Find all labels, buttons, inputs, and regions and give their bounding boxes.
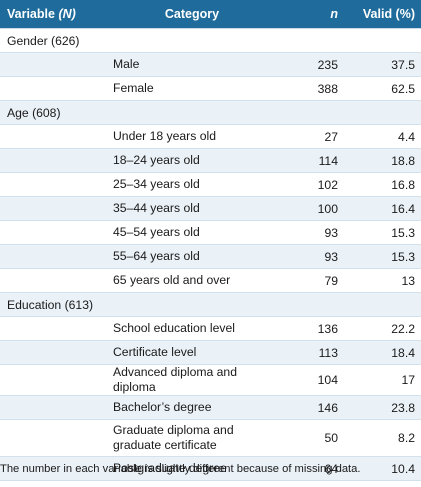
n-cell: 79	[279, 268, 348, 293]
valid-cell: 15.3	[348, 244, 421, 269]
valid-cell: 13	[348, 268, 421, 293]
category-cell: Female	[105, 76, 279, 101]
category-cell: 25–34 years old	[105, 172, 279, 197]
n-cell: 146	[279, 395, 348, 420]
table-row: School education level 136 22.2	[0, 316, 421, 341]
n-cell: 388	[279, 76, 348, 101]
valid-cell: 10.4	[348, 456, 421, 481]
group-row-education: Education (613)	[0, 292, 421, 317]
header-variable: Variable (N)	[0, 0, 105, 29]
n-cell: 27	[279, 124, 348, 149]
group-label-age: Age (608)	[0, 100, 421, 125]
category-cell: 55–64 years old	[105, 244, 279, 269]
group-row-age: Age (608)	[0, 100, 421, 125]
category-cell: School education level	[105, 316, 279, 341]
table-row: Certificate level 113 18.4	[0, 340, 421, 365]
valid-cell: 62.5	[348, 76, 421, 101]
n-cell: 136	[279, 316, 348, 341]
header-variable-n: (N)	[58, 7, 76, 21]
n-cell: 50	[279, 419, 348, 457]
valid-cell: 8.2	[348, 419, 421, 457]
valid-cell: 16.8	[348, 172, 421, 197]
table-row: Advanced diploma and diploma 104 17	[0, 364, 421, 396]
table-row: Under 18 years old 27 4.4	[0, 124, 421, 149]
category-cell: Bachelor’s degree	[105, 395, 279, 420]
valid-cell: 18.4	[348, 340, 421, 365]
table-footnote: The number in each variable is slightly …	[0, 463, 361, 475]
table-row: Graduate diploma and graduate certificate…	[0, 419, 421, 457]
category-cell: Certificate level	[105, 340, 279, 365]
n-cell: 114	[279, 148, 348, 173]
table-row: Bachelor’s degree 146 23.8	[0, 395, 421, 420]
table-row: Postgraduate degree 64 10.4	[0, 456, 421, 481]
header-variable-label: Variable	[7, 7, 55, 21]
n-cell: 64	[279, 456, 348, 481]
valid-cell: 16.4	[348, 196, 421, 221]
category-cell: 65 years old and over	[105, 268, 279, 293]
valid-cell: 37.5	[348, 52, 421, 77]
category-cell: Under 18 years old	[105, 124, 279, 149]
header-category: Category	[105, 0, 279, 29]
valid-cell: 4.4	[348, 124, 421, 149]
table-row: 55–64 years old 93 15.3	[0, 244, 421, 269]
n-cell: 104	[279, 364, 348, 396]
category-cell: 35–44 years old	[105, 196, 279, 221]
n-cell: 93	[279, 244, 348, 269]
table-row: 18–24 years old 114 18.8	[0, 148, 421, 173]
category-cell: 18–24 years old	[105, 148, 279, 173]
header-n: n	[279, 0, 348, 29]
category-cell: Advanced diploma and diploma	[105, 364, 279, 396]
table-row: 35–44 years old 100 16.4	[0, 196, 421, 221]
category-cell: Graduate diploma and graduate certificate	[105, 419, 279, 457]
valid-cell: 18.8	[348, 148, 421, 173]
category-cell: Male	[105, 52, 279, 77]
category-line-1: Graduate diploma and	[113, 423, 234, 437]
n-cell: 100	[279, 196, 348, 221]
category-cell: Postgraduate degree	[105, 456, 279, 481]
category-cell: 45–54 years old	[105, 220, 279, 245]
n-cell: 102	[279, 172, 348, 197]
group-label-gender: Gender (626)	[0, 28, 421, 53]
header-valid: Valid (%)	[348, 0, 421, 29]
valid-cell: 23.8	[348, 395, 421, 420]
header-row: Variable (N) Category n Valid (%)	[0, 0, 421, 29]
table-row: Female 388 62.5	[0, 76, 421, 101]
table-row: Male 235 37.5	[0, 52, 421, 77]
group-row-gender: Gender (626)	[0, 28, 421, 53]
n-cell: 93	[279, 220, 348, 245]
group-label-education: Education (613)	[0, 292, 421, 317]
n-cell: 113	[279, 340, 348, 365]
table-row: 25–34 years old 102 16.8	[0, 172, 421, 197]
table-row: 65 years old and over 79 13	[0, 268, 421, 293]
n-cell: 235	[279, 52, 348, 77]
category-line-2: graduate certificate	[113, 438, 217, 452]
table-row: 45–54 years old 93 15.3	[0, 220, 421, 245]
valid-cell: 22.2	[348, 316, 421, 341]
valid-cell: 17	[348, 364, 421, 396]
valid-cell: 15.3	[348, 220, 421, 245]
